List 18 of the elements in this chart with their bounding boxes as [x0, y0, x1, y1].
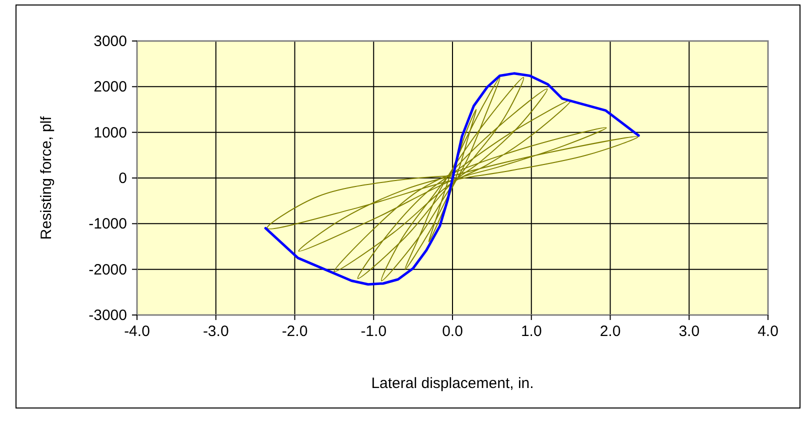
y-tick-label: -2000	[88, 261, 127, 278]
x-tick-label: 4.0	[758, 323, 778, 340]
y-tick-label: 2000	[94, 78, 127, 96]
y-tick-label: 3000	[94, 33, 127, 50]
x-tick-label: -3.0	[202, 323, 229, 340]
x-axis-title: Lateral displacement, in.	[371, 375, 534, 392]
x-tick-label: -4.0	[124, 323, 150, 340]
x-tick-label: 0.0	[442, 323, 463, 340]
y-tick-label: -1000	[88, 216, 127, 233]
y-tick-label: 1000	[94, 124, 127, 142]
y-tick-label: 0	[118, 170, 127, 187]
x-tick-label: 3.0	[678, 323, 700, 340]
x-tick-label: -2.0	[282, 323, 308, 340]
x-tick-label: 1.0	[520, 323, 542, 340]
y-axis-title: Resisting force, plf	[38, 115, 55, 240]
x-tick-label: -1.0	[360, 323, 387, 340]
x-tick-label: 2.0	[600, 323, 621, 340]
y-tick-label: -3000	[88, 307, 127, 324]
